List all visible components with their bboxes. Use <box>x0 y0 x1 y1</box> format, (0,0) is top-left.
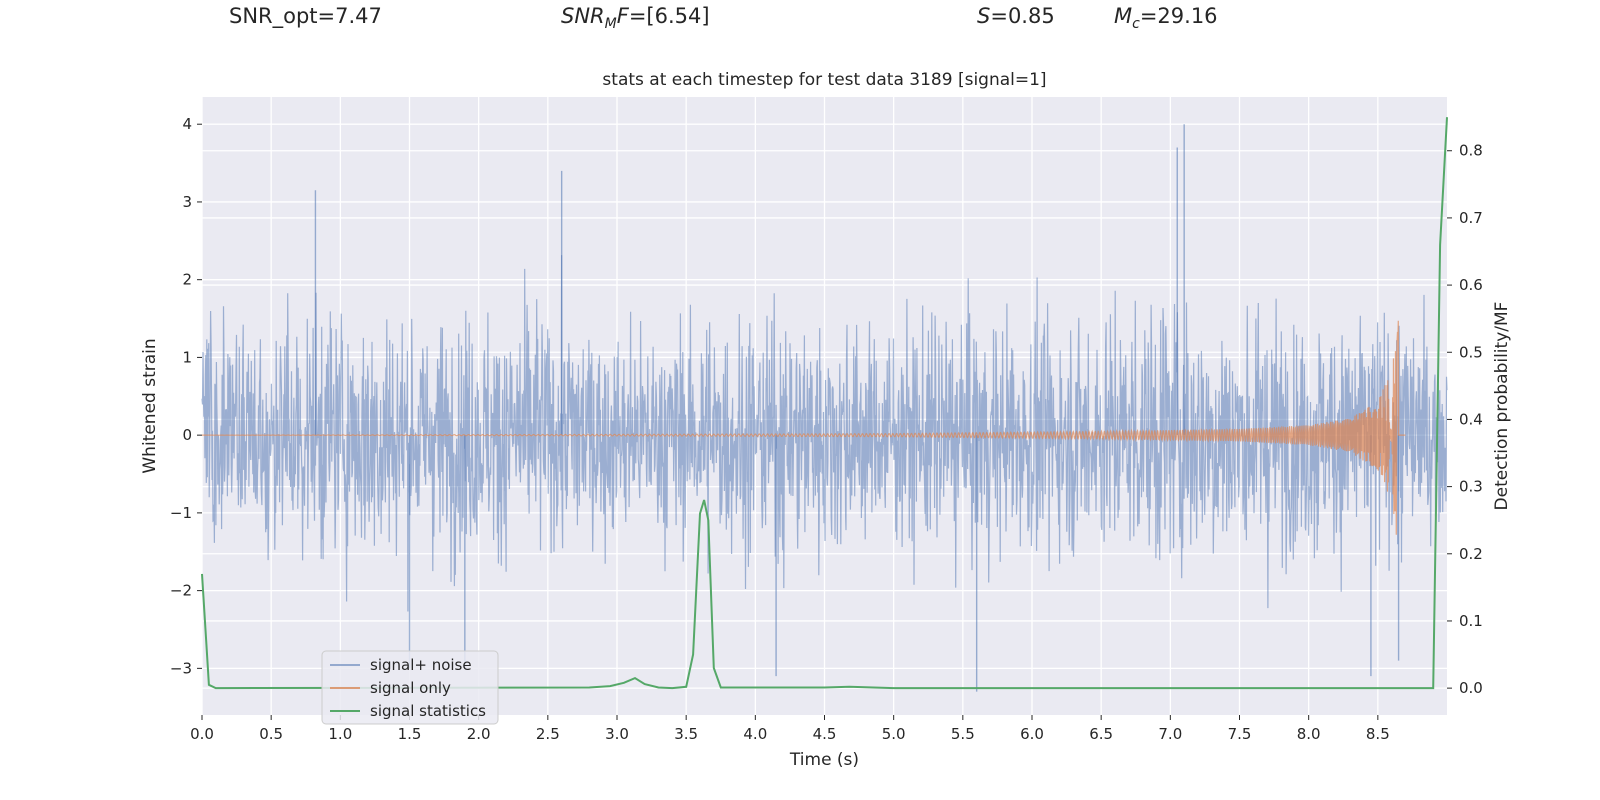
x-tick-label: 4.0 <box>743 725 767 743</box>
x-tick-label: 6.5 <box>1089 725 1113 743</box>
x-tick-label: 1.5 <box>398 725 422 743</box>
y2-tick-label: 0.1 <box>1459 612 1483 630</box>
legend: signal+ noise signal only signal statistic… <box>321 650 499 725</box>
x-tick-label: 0.5 <box>259 725 283 743</box>
x-tick-label: 3.0 <box>605 725 629 743</box>
x-tick-label: 0.0 <box>190 725 214 743</box>
signal-only-layer <box>202 320 1406 535</box>
x-tick-label: 3.5 <box>674 725 698 743</box>
y2-tick-label: 0.5 <box>1459 343 1483 361</box>
y2-axis-label: Detection probability/MF <box>1492 302 1512 511</box>
y2-tick-label: 0.6 <box>1459 276 1483 294</box>
x-tick-label: 7.5 <box>1228 725 1252 743</box>
x-tick-label: 7.0 <box>1158 725 1182 743</box>
y-tick-label: −1 <box>170 504 192 522</box>
s-stat: S=0.85 <box>977 4 1055 28</box>
x-tick-label: 5.5 <box>951 725 975 743</box>
snr-mf-stat: SNRMF=[6.54] <box>561 4 710 33</box>
x-tick-label: 6.0 <box>1020 725 1044 743</box>
axes-layer: 0.0 0.5 1.0 1.5 2.0 2.5 3.0 3.5 4.0 4.5 5.0 5.5 6.0 6… <box>170 115 1483 743</box>
y-tick-label: 4 <box>182 115 192 133</box>
y2-tick-label: 0.2 <box>1459 545 1483 563</box>
x-tick-label: 2.5 <box>536 725 560 743</box>
legend-box <box>321 650 499 725</box>
legend-label: signal only <box>370 679 451 697</box>
y-tick-label: −2 <box>170 582 192 600</box>
y-axis-label: Whitened strain <box>140 338 160 473</box>
x-tick-label: 1.0 <box>328 725 352 743</box>
legend-label: signal statistics <box>370 702 486 720</box>
mc-stat: Mc=29.16 <box>1114 4 1218 33</box>
y2-tick-label: 0.7 <box>1459 209 1483 227</box>
x-axis-label: Time (s) <box>789 750 859 770</box>
signal-statistics-layer <box>201 117 1448 690</box>
y-tick-label: 0 <box>182 426 192 444</box>
chart-title: stats at each timestep for test data 318… <box>602 70 1046 90</box>
x-tick-label: 8.5 <box>1366 725 1390 743</box>
y2-tick-label: 0.8 <box>1459 142 1483 160</box>
y-tick-label: 3 <box>182 193 192 211</box>
signal-only-line <box>202 320 1406 535</box>
x-tick-label: 5.0 <box>882 725 906 743</box>
x-tick-label: 8.0 <box>1297 725 1321 743</box>
y2-tick-label: 0.4 <box>1459 410 1483 428</box>
legend-label: signal+ noise <box>370 656 472 674</box>
y-tick-label: 2 <box>182 271 192 289</box>
signal-statistics-line <box>201 117 1448 690</box>
signal-noise-layer <box>201 124 1448 692</box>
y2-tick-label: 0.0 <box>1459 679 1483 697</box>
y-tick-label: −3 <box>170 659 192 677</box>
x-tick-label: 4.5 <box>813 725 837 743</box>
x-tick-label: 2.0 <box>467 725 491 743</box>
y-tick-label: 1 <box>182 348 192 366</box>
snr-opt-stat: SNR_opt=7.47 <box>229 4 382 28</box>
y2-tick-label: 0.3 <box>1459 478 1483 496</box>
